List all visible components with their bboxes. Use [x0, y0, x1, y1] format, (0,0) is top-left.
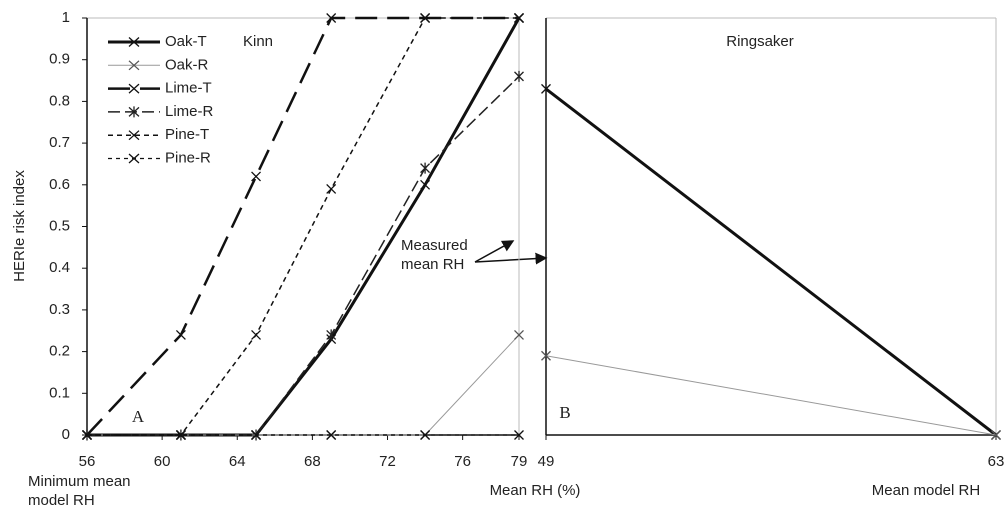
marker	[514, 13, 524, 23]
y-tick-label: 0.9	[49, 51, 70, 68]
y-tick-label: 0.7	[49, 134, 70, 151]
series-line	[87, 75, 520, 436]
marker	[514, 430, 524, 440]
marker	[420, 13, 431, 23]
arrow-note: Measured mean RH	[401, 237, 468, 273]
marker	[420, 179, 431, 190]
y-tick-label: 0.6	[49, 176, 70, 193]
x-tick-label: 60	[154, 453, 171, 470]
marker	[514, 70, 524, 82]
marker	[326, 13, 337, 23]
panel-title: Kinn	[243, 33, 273, 50]
marker	[251, 430, 262, 440]
series-line	[86, 16, 519, 436]
y-tick-label: 0.2	[49, 343, 70, 360]
x-tick-label: 49	[538, 453, 555, 470]
x-tick-label: 63	[988, 453, 1005, 470]
series-line	[545, 87, 997, 437]
legend-marker	[128, 130, 140, 141]
legend-marker	[128, 153, 140, 164]
legend-marker	[128, 37, 140, 47]
series-line	[87, 17, 519, 436]
panel-letter: B	[559, 403, 570, 422]
legend-label: Pine-T	[165, 126, 209, 143]
legend-label: Oak-T	[165, 33, 207, 50]
series-line	[87, 334, 520, 436]
y-tick-label: 0	[62, 426, 70, 443]
x-tick-label: 64	[229, 453, 246, 470]
x-tick-label: 76	[454, 453, 471, 470]
y-tick-label: 0.1	[49, 384, 70, 401]
marker	[175, 430, 186, 440]
x-tick-label: 56	[79, 453, 96, 470]
legend-marker	[128, 60, 140, 71]
marker	[514, 329, 524, 340]
marker	[251, 171, 262, 182]
arrow	[474, 240, 515, 263]
legend-label: Pine-R	[165, 149, 211, 166]
marker	[82, 430, 92, 440]
y-tick-label: 0.4	[49, 259, 70, 276]
marker	[326, 329, 337, 341]
marker	[991, 430, 1001, 440]
y-tick-label: 0.5	[49, 217, 70, 234]
panel-title: Ringsaker	[726, 33, 794, 50]
marker	[420, 162, 431, 174]
legend-marker	[128, 83, 140, 94]
x-axis-title: Mean RH (%)	[490, 482, 581, 499]
y-axis-title: HERIe risk index	[11, 170, 28, 282]
marker	[541, 83, 551, 94]
x-note: Minimum mean model RH	[28, 473, 131, 509]
y-tick-label: 1	[62, 9, 70, 26]
marker	[326, 430, 337, 440]
panel-letter: A	[132, 407, 145, 426]
x-tick-label: 68	[304, 453, 321, 470]
legend-marker	[128, 106, 140, 118]
arrow	[474, 252, 548, 265]
y-tick-label: 0.8	[49, 92, 70, 109]
series-line	[545, 355, 997, 436]
marker	[420, 430, 431, 440]
x-axis-title: Mean model RH	[872, 482, 980, 499]
x-tick-label: 72	[379, 453, 396, 470]
marker	[326, 184, 337, 194]
legend-label: Lime-R	[165, 103, 214, 120]
marker	[175, 329, 186, 340]
y-tick-label: 0.3	[49, 301, 70, 318]
legend-label: Lime-T	[165, 80, 212, 97]
legend-label: Oak-R	[165, 56, 209, 73]
marker	[251, 329, 262, 340]
x-tick-label: 79	[511, 453, 528, 470]
marker	[541, 350, 551, 361]
